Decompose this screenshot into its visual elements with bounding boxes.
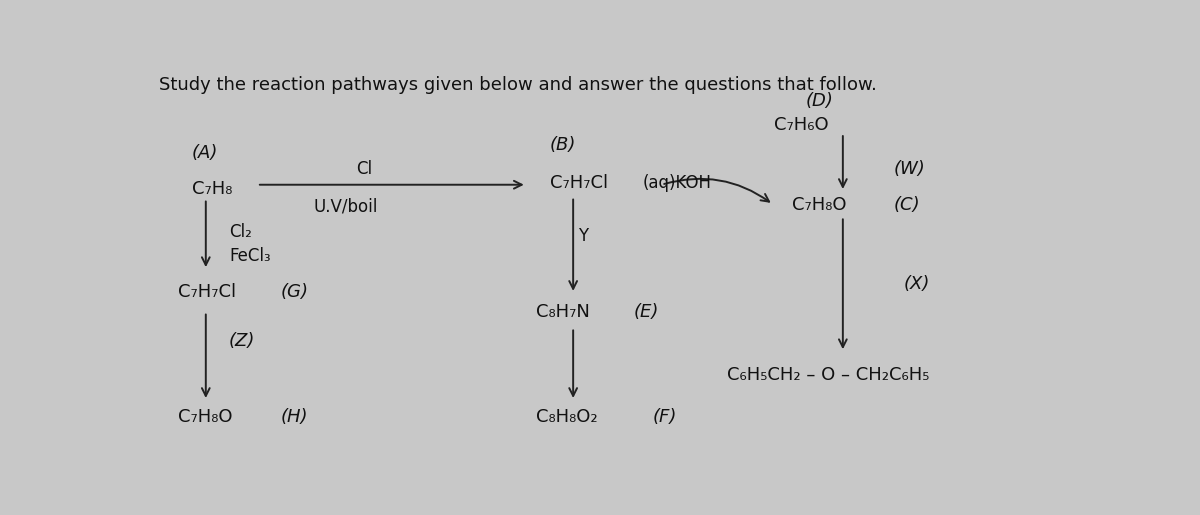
- Text: C₇H₇Cl: C₇H₇Cl: [178, 283, 236, 301]
- Text: (F): (F): [653, 408, 677, 426]
- Text: (E): (E): [634, 303, 659, 321]
- Text: Study the reaction pathways given below and answer the questions that follow.: Study the reaction pathways given below …: [160, 76, 877, 94]
- Text: (aq)KOH: (aq)KOH: [643, 174, 712, 192]
- Text: (B): (B): [550, 136, 576, 154]
- Text: (D): (D): [805, 93, 834, 110]
- Text: FeCl₃: FeCl₃: [229, 247, 271, 265]
- Text: Cl: Cl: [356, 160, 372, 178]
- Text: Cl₂: Cl₂: [229, 224, 252, 242]
- Text: (A): (A): [192, 144, 218, 162]
- Text: C₇H₈O: C₇H₈O: [792, 196, 846, 214]
- Text: C₇H₇Cl: C₇H₇Cl: [550, 174, 608, 192]
- Text: Y: Y: [578, 227, 588, 245]
- Text: (Z): (Z): [229, 332, 256, 350]
- Text: C₇H₈O: C₇H₈O: [178, 408, 233, 426]
- Text: (G): (G): [281, 283, 308, 301]
- Text: U.V/boil: U.V/boil: [313, 198, 378, 216]
- Text: C₈H₈O₂: C₈H₈O₂: [536, 408, 598, 426]
- Text: C₈H₇N: C₈H₇N: [536, 303, 590, 321]
- Text: (C): (C): [894, 196, 920, 214]
- Text: C₇H₈: C₇H₈: [192, 180, 233, 198]
- Text: (W): (W): [894, 160, 925, 178]
- Text: (X): (X): [904, 275, 930, 293]
- Text: C₆H₅CH₂ – O – CH₂C₆H₅: C₆H₅CH₂ – O – CH₂C₆H₅: [727, 366, 929, 384]
- Text: (H): (H): [281, 408, 307, 426]
- Text: C₇H₆O: C₇H₆O: [774, 116, 828, 134]
